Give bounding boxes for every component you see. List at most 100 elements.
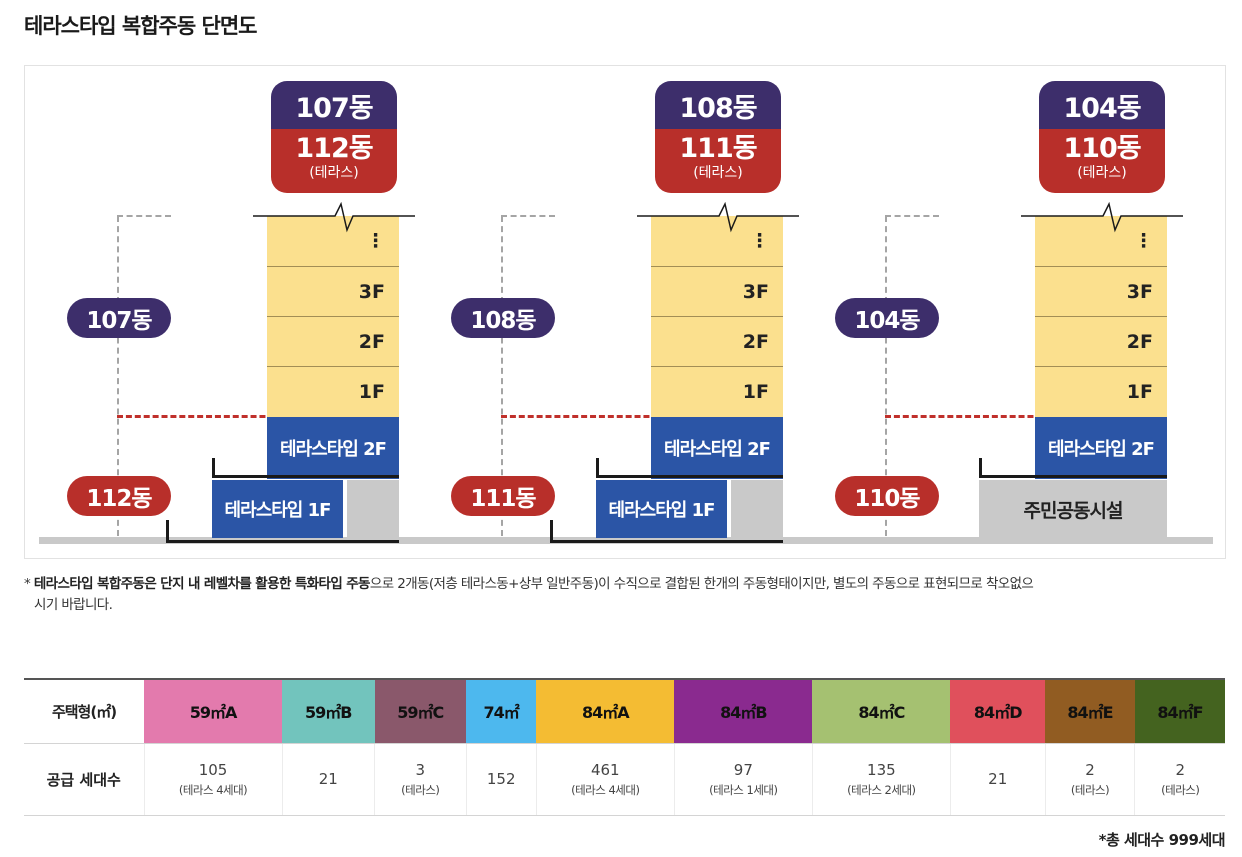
gray-block: [347, 480, 399, 538]
unit-count-sub: (테라스 1세대): [709, 782, 778, 797]
unit-count-cell: 3 (테라스): [374, 743, 467, 816]
unit-count: 3: [415, 760, 426, 779]
tag-lower: 112동 (테라스): [271, 129, 397, 193]
floor-1f: 1F: [1035, 367, 1167, 417]
unit-type-cell: 84㎡C: [812, 679, 951, 744]
unit-type-cell: 59㎡B: [282, 679, 375, 744]
dotted-guide: [117, 216, 119, 536]
tag-lower-sub: (테라스): [1077, 165, 1127, 181]
building-tag: 107동 112동 (테라스): [271, 81, 397, 193]
footnote-bold: 테라스타입 복합주동은 단지 내 레벨차를 활용한 특화타입 주동: [33, 576, 371, 592]
tower-floors: ⋮ 3F 2F 1F: [1035, 216, 1167, 417]
tag-lower-number: 110동: [1063, 133, 1141, 164]
dotted-guide: [501, 215, 555, 217]
unit-count-cell: 135 (테라스 2세대): [811, 743, 951, 816]
unit-type-cell: 84㎡E: [1045, 679, 1135, 744]
unit-count: 135: [867, 760, 896, 779]
unit-type-cell: 84㎡A: [536, 679, 675, 744]
lower-building-label: 110동: [835, 476, 939, 516]
table-header-row: 주택형(㎡) 59㎡A 59㎡B 59㎡C 74㎡ 84㎡A 84㎡B 84㎡C…: [24, 679, 1225, 744]
level-line: [117, 415, 399, 418]
terrace-1f: 테라스타입 1F: [212, 480, 343, 538]
unit-count-cell: 97 (테라스 1세대): [673, 743, 813, 816]
table-row: 공급 세대수 105 (테라스 4세대) 21 3 (테라스) 152 461 (테라…: [24, 743, 1225, 816]
dotted-guide: [885, 216, 887, 536]
terrace-2f: 테라스타입 2F: [1035, 417, 1167, 479]
unit-count: 152: [486, 770, 516, 788]
upper-building-label: 104동: [835, 298, 939, 338]
unit-count-sub: (테라스): [1070, 782, 1110, 797]
unit-type-cell: 74㎡: [466, 679, 537, 744]
floor-bracket: [212, 458, 399, 478]
unit-count-sub: (테라스 4세대): [178, 782, 248, 797]
tag-upper: 104동: [1039, 81, 1165, 129]
unit-type-cell: 59㎡C: [374, 679, 467, 744]
floor-2f: 2F: [1035, 317, 1167, 367]
dotted-guide: [885, 215, 939, 217]
floor-bracket: [166, 520, 399, 543]
footnote-text: 으로 2개동(저층 테라스동+상부 일반주동)이 수직으로 결합된 한개의 주동…: [369, 576, 1034, 592]
building-group-3: 104동 110동 104동 110동 (테라스) ⋮ 3F 2F 1F 테라스…: [793, 66, 1183, 560]
unit-count: 105: [198, 760, 228, 779]
unit-count-cell: 21: [949, 743, 1046, 816]
floor-1f: 1F: [651, 367, 783, 417]
floor-ellipsis: ⋮: [651, 216, 783, 267]
lower-building-label: 112동: [67, 476, 171, 516]
tag-lower-number: 112동: [295, 133, 373, 164]
upper-building-label: 107동: [67, 298, 171, 338]
community-facility: 주민공동시설: [979, 480, 1167, 538]
break-line-icon: [637, 202, 799, 233]
tag-upper: 107동: [271, 81, 397, 129]
unit-type-cell: 84㎡F: [1134, 679, 1225, 744]
upper-building-label: 108동: [451, 298, 555, 338]
gray-block: [731, 480, 783, 538]
break-line-icon: [253, 202, 415, 233]
tag-lower-sub: (테라스): [309, 165, 359, 181]
tag-lower: 111동 (테라스): [655, 129, 781, 193]
unit-count: 97: [733, 760, 753, 779]
unit-count: 2: [1085, 760, 1095, 779]
unit-count-cell: 105 (테라스 4세대): [143, 743, 283, 816]
page-title: 테라스타입 복합주동 단면도: [24, 14, 257, 38]
unit-type-cell: 84㎡D: [950, 679, 1046, 744]
cross-section-diagram: 107동 112동 107동 112동 (테라스) ⋮ 3F 2F 1F 테라스…: [24, 65, 1226, 559]
unit-count: 461: [590, 760, 620, 779]
terrace-2f: 테라스타입 2F: [267, 417, 399, 479]
unit-count: 21: [318, 770, 338, 788]
footnote-bullet: *: [24, 576, 31, 592]
break-line-icon: [1021, 202, 1183, 233]
unit-count-cell: 2 (테라스): [1044, 743, 1135, 816]
unit-count: 21: [988, 770, 1008, 788]
floor-3f: 3F: [651, 267, 783, 317]
building-tag: 104동 110동 (테라스): [1039, 81, 1165, 193]
floor-2f: 2F: [651, 317, 783, 367]
lower-building-label: 111동: [451, 476, 555, 516]
footnote-text-line2: 시기 바랍니다.: [34, 597, 113, 613]
floor-bracket: [550, 520, 783, 543]
unit-count-sub: (테라스): [1161, 782, 1200, 797]
tag-lower-sub: (테라스): [693, 165, 743, 181]
floor-2f: 2F: [267, 317, 399, 367]
terrace-1f: 테라스타입 1F: [596, 480, 727, 538]
unit-type-cell: 84㎡B: [674, 679, 813, 744]
unit-count-cell: 152: [465, 743, 537, 816]
floor-ellipsis: ⋮: [267, 216, 399, 267]
unit-count-sub: (테라스 4세대): [571, 782, 640, 797]
building-group-1: 107동 112동 107동 112동 (테라스) ⋮ 3F 2F 1F 테라스…: [25, 66, 415, 560]
terrace-2f: 테라스타입 2F: [651, 417, 783, 479]
total-units: *총 세대수 999세대: [1098, 831, 1226, 849]
tag-lower: 110동 (테라스): [1039, 129, 1165, 193]
floor-ellipsis: ⋮: [1035, 216, 1167, 267]
count-header: 공급 세대수: [24, 743, 144, 816]
unit-count-sub: (테라스 2세대): [847, 782, 916, 797]
building-group-2: 108동 111동 108동 111동 (테라스) ⋮ 3F 2F 1F 테라스…: [409, 66, 799, 560]
unit-supply-table: 주택형(㎡) 59㎡A 59㎡B 59㎡C 74㎡ 84㎡A 84㎡B 84㎡C…: [24, 678, 1225, 816]
unit-type-cell: 59㎡A: [144, 679, 283, 744]
unit-count-cell: 461 (테라스 4세대): [535, 743, 675, 816]
floor-bracket: [979, 458, 1167, 478]
unit-count-sub: (테라스): [401, 782, 440, 797]
footnote: * 테라스타입 복합주동은 단지 내 레벨차를 활용한 특화타입 주동으로 2개…: [24, 574, 1229, 616]
level-line: [501, 415, 783, 418]
unit-count-cell: 2 (테라스): [1134, 743, 1225, 816]
tag-lower-number: 111동: [679, 133, 757, 164]
